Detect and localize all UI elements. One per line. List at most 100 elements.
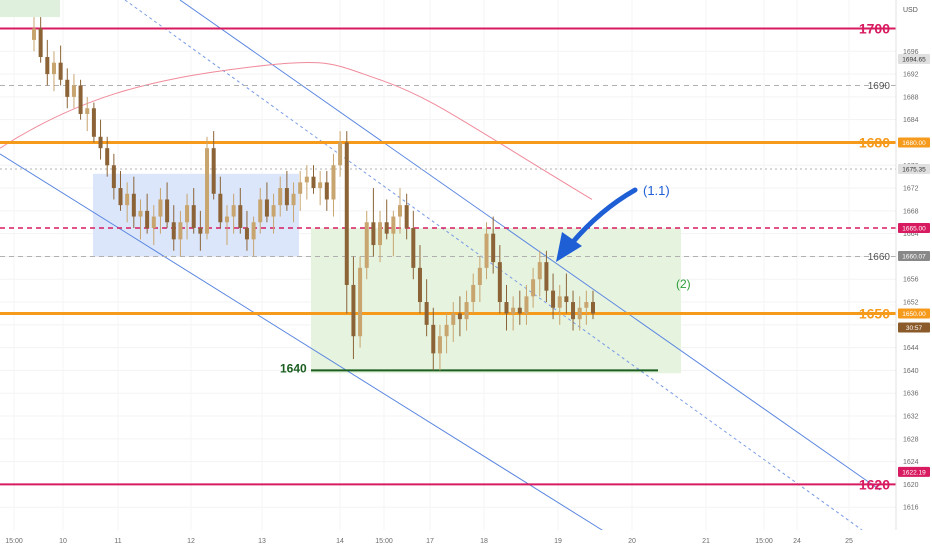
x-tick-label: 18 <box>480 538 488 545</box>
candle-body <box>138 210 143 217</box>
price-badge-text: 1694.65 <box>902 56 926 63</box>
price-badge-text: 1675.35 <box>902 166 926 173</box>
candle-body <box>537 262 542 280</box>
time-axis-bg <box>0 530 896 550</box>
candle-body <box>71 85 76 97</box>
arrow-shaft <box>569 187 638 246</box>
candle-body <box>457 313 462 320</box>
candle-body <box>591 302 595 314</box>
candle-body <box>218 193 223 223</box>
candle-body <box>178 222 183 240</box>
y-tick-label: 1652 <box>903 300 919 307</box>
candle-body <box>171 222 176 240</box>
y-tick-label: 1628 <box>903 436 919 443</box>
level-label: 1680 <box>859 134 890 150</box>
price-axis: USD 161616201624162816321636164016441648… <box>895 0 932 530</box>
price-badge-text: 1660.07 <box>902 254 926 261</box>
candle-body <box>58 62 63 80</box>
y-tick-label: 1632 <box>903 414 919 421</box>
channel-mid-line <box>124 0 863 531</box>
candle-body <box>571 302 576 320</box>
candle-body <box>145 210 150 228</box>
candle-body <box>391 216 396 234</box>
x-tick-label: 15:00 <box>5 538 23 545</box>
candle-body <box>398 205 403 217</box>
candle-body <box>158 199 163 217</box>
candle-body <box>477 267 482 285</box>
y-tick-label: 1644 <box>903 345 919 352</box>
candle-body <box>78 85 83 114</box>
candle-body <box>444 324 449 337</box>
candle-body <box>284 188 289 206</box>
candle-body <box>311 176 316 189</box>
channel-lower-line <box>0 153 619 541</box>
candle-body <box>504 302 509 314</box>
moving-average-line <box>0 61 593 200</box>
level-label: 1620 <box>859 476 890 492</box>
channel-lines-layer <box>0 0 881 541</box>
currency-label: USD <box>903 7 918 14</box>
price-badge-text: 1680.00 <box>902 140 926 147</box>
candle-body <box>191 205 196 228</box>
price-badge <box>898 251 930 262</box>
candle-body <box>564 296 569 303</box>
candle-body <box>231 205 236 217</box>
level-label: 1660 <box>868 252 891 263</box>
candle-body <box>417 267 422 303</box>
candle-body <box>484 233 489 268</box>
x-tick-label: 25 <box>845 538 853 545</box>
candle-body <box>111 165 116 189</box>
candle-body <box>371 222 376 246</box>
y-tick-label: 1640 <box>903 368 919 375</box>
x-tick-label: 14 <box>336 538 344 545</box>
annotation-2: (2) <box>676 277 691 291</box>
price-badge-text: 1650.00 <box>902 311 926 318</box>
level-label: 1690 <box>868 81 891 92</box>
x-tick-label: 15:00 <box>755 538 773 545</box>
price-badge <box>898 466 930 477</box>
x-tick-label: 24 <box>793 538 801 545</box>
candle-body <box>85 108 90 114</box>
y-tick-label: 1668 <box>903 208 919 215</box>
countdown-text: 30:57 <box>906 325 923 332</box>
level-label: 1650 <box>859 305 890 321</box>
y-tick-label: 1664 <box>903 231 919 238</box>
candle-body <box>378 222 383 246</box>
top-left-zone <box>0 0 60 18</box>
price-badge <box>898 222 930 233</box>
candle-body <box>331 165 336 200</box>
x-tick-label: 11 <box>114 538 121 545</box>
x-tick-label: 13 <box>258 538 266 545</box>
candle-body <box>517 307 522 314</box>
candle-body <box>424 302 429 325</box>
candle-body <box>404 205 409 228</box>
x-tick-label: 17 <box>426 538 434 545</box>
y-tick-label: 1688 <box>903 94 919 101</box>
channel-upper-line <box>179 0 881 491</box>
y-tick-label: 1624 <box>903 459 919 466</box>
candle-body <box>271 205 276 217</box>
y-tick-label: 1636 <box>903 391 919 398</box>
annotations-layer: (1.1) (2) <box>556 183 691 291</box>
y-tick-label: 1656 <box>903 277 919 284</box>
level-labels-layer: 1700 1690 1680 1660 1650 1620 1640 1694.65 1680.… <box>280 20 930 492</box>
price-badge-text: 1665.00 <box>902 225 926 232</box>
candle-body <box>125 193 130 206</box>
candle-body <box>205 148 210 234</box>
candle-body <box>338 142 343 166</box>
countdown-badge <box>898 322 930 333</box>
candle-body <box>544 262 549 291</box>
x-tick-label: 20 <box>628 538 636 545</box>
candle-body <box>251 222 256 240</box>
candle-body <box>91 108 96 137</box>
price-badge <box>898 163 930 174</box>
candle-body <box>211 148 216 194</box>
candle-body <box>131 193 136 217</box>
candle-body <box>411 227 416 268</box>
candle-body <box>464 302 469 320</box>
candle-body <box>358 267 363 337</box>
y-tick-label: 1684 <box>903 117 919 124</box>
candle-body <box>238 205 243 228</box>
